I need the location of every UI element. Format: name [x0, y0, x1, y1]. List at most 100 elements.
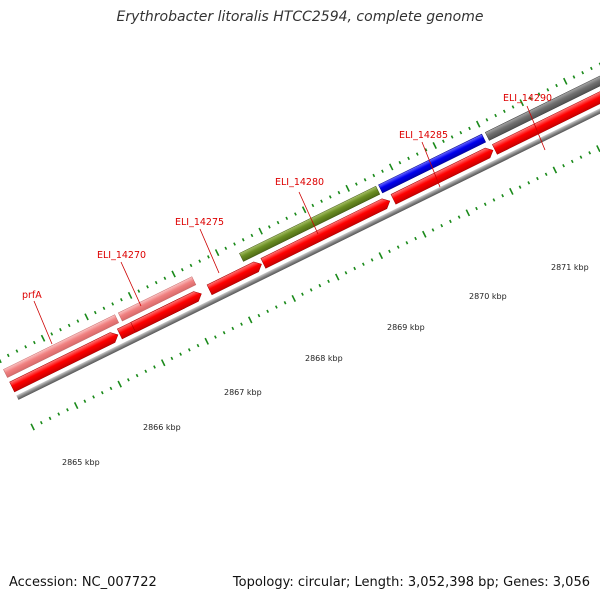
gene-label-ELI_14275[interactable]: ELI_14275: [175, 217, 224, 228]
major-tick: [465, 209, 471, 217]
gene-bar-prfA[interactable]: [3, 314, 120, 378]
minor-tick: [407, 156, 410, 161]
major-tick: [204, 337, 209, 345]
minor-tick: [494, 113, 498, 118]
minor-tick: [276, 220, 280, 225]
genome-summary-text: Topology: circular; Length: 3,052,398 bp…: [232, 575, 590, 590]
minor-tick: [337, 190, 341, 195]
minor-tick: [48, 416, 52, 421]
major-tick: [335, 273, 340, 281]
minor-tick: [66, 408, 69, 412]
minor-tick: [372, 173, 376, 178]
minor-tick: [581, 71, 585, 75]
minor-tick: [120, 297, 123, 302]
major-tick: [117, 380, 122, 388]
minor-tick: [207, 255, 210, 259]
minor-tick: [483, 202, 487, 206]
minor-tick: [285, 216, 289, 221]
major-tick: [432, 142, 437, 150]
minor-tick: [214, 335, 217, 339]
minor-tick: [501, 193, 505, 198]
minor-tick: [414, 236, 417, 241]
minor-tick: [537, 92, 541, 96]
map-track-group: [0, 43, 600, 431]
gene-label-ELI_14270[interactable]: ELI_14270: [97, 250, 146, 261]
minor-tick: [459, 130, 463, 135]
minor-tick: [240, 322, 243, 326]
cds-arrow-ELI_14285[interactable]: [390, 145, 495, 205]
scale-labels: 2865 kbp 2866 kbp 2867 kbp 2868 kbp 2869…: [62, 263, 589, 467]
minor-tick: [153, 365, 156, 369]
minor-tick: [24, 345, 28, 349]
cds-arrow[interactable]: [9, 330, 121, 393]
minor-tick: [163, 276, 167, 280]
minor-tick: [198, 259, 202, 263]
major-tick: [291, 294, 297, 302]
minor-tick: [187, 348, 191, 352]
minor-tick: [388, 249, 391, 254]
scale-label-2869: 2869 kbp: [387, 323, 425, 332]
minor-tick: [344, 271, 348, 275]
gene-label-ELI_14285[interactable]: ELI_14285: [399, 130, 448, 141]
minor-tick: [257, 313, 261, 318]
gene-bar-ELI_14280[interactable]: [239, 185, 381, 262]
minor-tick: [320, 199, 323, 203]
minor-tick: [137, 289, 141, 293]
minor-tick: [50, 332, 54, 336]
major-tick: [563, 77, 568, 85]
minor-tick: [83, 399, 87, 403]
minor-tick: [442, 139, 445, 143]
gene-bar-ELI_14270[interactable]: [117, 276, 197, 322]
minor-tick: [59, 327, 62, 332]
minor-tick: [381, 169, 384, 173]
minor-tick: [311, 203, 315, 208]
callout-ELI_14285: [421, 141, 441, 188]
minor-tick: [362, 262, 365, 266]
minor-tick: [527, 181, 531, 185]
gene-label-ELI_14280[interactable]: ELI_14280: [275, 177, 324, 188]
major-tick: [345, 184, 350, 192]
minor-tick: [241, 238, 245, 242]
minor-tick: [485, 118, 489, 122]
minor-tick: [283, 301, 287, 305]
minor-tick: [424, 148, 428, 152]
major-tick: [247, 316, 253, 324]
callout-ELI_14280: [298, 191, 319, 235]
major-tick: [596, 145, 600, 153]
minor-tick: [570, 159, 574, 164]
minor-tick: [267, 225, 271, 229]
callout-ELI_14275: [199, 228, 220, 274]
minor-tick: [233, 242, 236, 246]
minor-tick: [536, 176, 539, 181]
major-tick: [552, 166, 558, 174]
minor-tick: [189, 263, 193, 268]
major-tick: [378, 252, 384, 260]
minor-tick: [544, 172, 548, 176]
gene-label-prfA[interactable]: prfA: [22, 290, 42, 301]
gene-bar-ELI_14285[interactable]: [378, 133, 487, 194]
cds-track: [9, 61, 600, 393]
scale-label-2866: 2866 kbp: [143, 423, 181, 432]
major-tick: [422, 230, 427, 238]
major-tick: [301, 206, 307, 214]
minor-tick: [415, 152, 419, 156]
cds-arrow-ELI_14275[interactable]: [206, 259, 264, 296]
outer-tick-row: [0, 62, 600, 364]
cds-arrow-ELI_14290[interactable]: [492, 61, 600, 155]
gene-label-ELI_14290[interactable]: ELI_14290: [503, 93, 552, 104]
scale-label-2871: 2871 kbp: [551, 263, 589, 272]
cds-arrow-ELI_14270[interactable]: [130, 289, 204, 333]
major-tick: [160, 359, 166, 367]
map-title: Erythrobacter litoralis HTCC2594, comple…: [116, 9, 484, 25]
minor-tick: [170, 356, 174, 361]
minor-tick: [562, 164, 565, 168]
minor-tick: [468, 126, 471, 131]
minor-tick: [440, 223, 444, 228]
minor-tick: [15, 349, 19, 353]
genome-backbone: [16, 59, 600, 400]
minor-tick: [224, 246, 228, 251]
minor-tick: [179, 352, 182, 356]
minor-tick: [93, 310, 97, 315]
cds-arrow-ELI_14280[interactable]: [260, 196, 392, 269]
major-tick: [214, 249, 220, 257]
